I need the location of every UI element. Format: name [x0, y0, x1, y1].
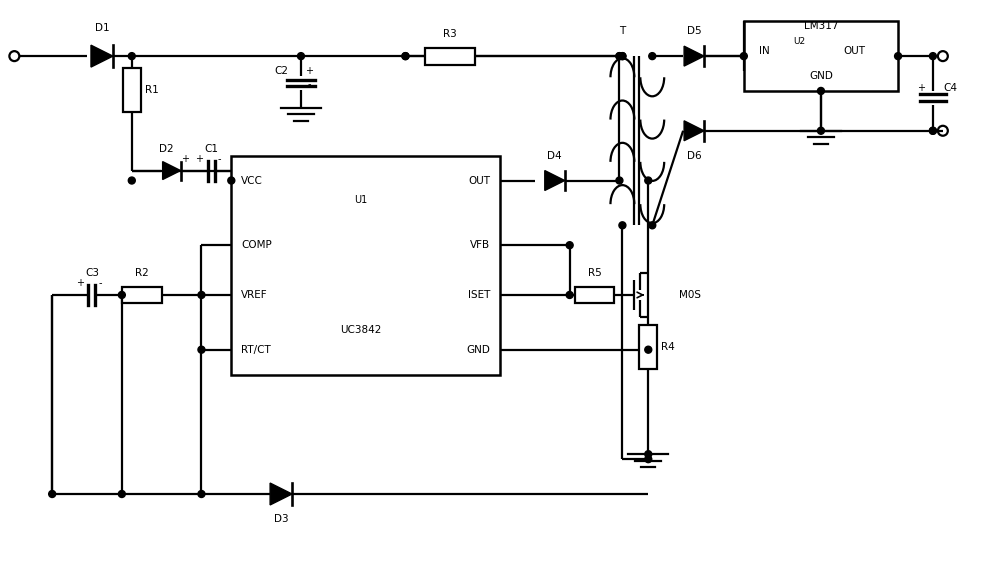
Text: U1: U1 — [354, 196, 367, 205]
Text: RT/CT: RT/CT — [241, 344, 271, 355]
Polygon shape — [270, 483, 292, 505]
Circle shape — [616, 53, 623, 60]
Text: VREF: VREF — [241, 290, 268, 300]
Text: VFB: VFB — [470, 240, 490, 250]
Circle shape — [619, 222, 626, 229]
Text: R3: R3 — [443, 29, 457, 39]
Bar — [123, 68, 141, 112]
Circle shape — [128, 53, 135, 60]
Circle shape — [49, 490, 56, 497]
Circle shape — [402, 53, 409, 60]
Circle shape — [649, 222, 656, 229]
Circle shape — [817, 87, 824, 94]
Circle shape — [198, 292, 205, 298]
Circle shape — [297, 53, 304, 60]
Bar — [231, 156, 500, 374]
Text: -: - — [98, 278, 102, 288]
Text: OUT: OUT — [843, 46, 865, 56]
Circle shape — [649, 53, 656, 60]
Text: GND: GND — [809, 71, 833, 81]
Circle shape — [645, 455, 652, 463]
Text: +: + — [917, 83, 925, 93]
Polygon shape — [684, 46, 704, 66]
Circle shape — [228, 177, 235, 184]
Text: -: - — [919, 96, 923, 106]
Text: C2: C2 — [274, 66, 288, 76]
Text: C4: C4 — [944, 83, 958, 93]
Text: IN: IN — [759, 46, 769, 56]
Polygon shape — [91, 45, 113, 67]
Text: +: + — [76, 278, 84, 288]
Text: D1: D1 — [95, 23, 109, 33]
Bar — [575, 287, 614, 303]
Text: -: - — [218, 154, 221, 164]
Circle shape — [817, 127, 824, 134]
Text: R5: R5 — [588, 268, 601, 278]
Polygon shape — [163, 162, 181, 179]
Polygon shape — [684, 121, 704, 141]
Text: LM317: LM317 — [804, 21, 838, 31]
Circle shape — [895, 53, 902, 60]
Circle shape — [929, 127, 936, 134]
Bar — [425, 48, 475, 64]
Text: C3: C3 — [85, 268, 99, 278]
Text: UC3842: UC3842 — [340, 325, 381, 335]
Circle shape — [118, 490, 125, 497]
Text: D2: D2 — [159, 144, 174, 154]
Circle shape — [198, 490, 205, 497]
Text: VCC: VCC — [241, 175, 263, 186]
Bar — [122, 287, 162, 303]
Text: C1: C1 — [204, 144, 218, 154]
Circle shape — [616, 177, 623, 184]
Text: U2: U2 — [794, 37, 806, 45]
Circle shape — [118, 292, 125, 298]
Text: R1: R1 — [145, 85, 159, 95]
Polygon shape — [545, 171, 565, 190]
Text: -: - — [307, 79, 311, 89]
Circle shape — [128, 177, 135, 184]
Text: R4: R4 — [661, 342, 675, 352]
Text: D6: D6 — [687, 151, 701, 160]
Circle shape — [645, 346, 652, 353]
Circle shape — [402, 53, 409, 60]
Text: D3: D3 — [274, 514, 288, 524]
Circle shape — [645, 177, 652, 184]
Text: R2: R2 — [135, 268, 149, 278]
Circle shape — [929, 53, 936, 60]
Text: COMP: COMP — [241, 240, 272, 250]
Text: +: + — [181, 154, 189, 164]
Circle shape — [616, 53, 623, 60]
Circle shape — [740, 53, 747, 60]
Text: T: T — [619, 26, 626, 36]
Text: D4: D4 — [547, 151, 562, 160]
Bar — [639, 325, 657, 369]
Circle shape — [566, 292, 573, 298]
Circle shape — [619, 53, 626, 60]
Text: GND: GND — [466, 344, 490, 355]
Text: +: + — [305, 66, 313, 76]
Text: ISET: ISET — [468, 290, 490, 300]
Circle shape — [929, 127, 936, 134]
Circle shape — [619, 53, 626, 60]
Circle shape — [198, 346, 205, 353]
Circle shape — [645, 451, 652, 458]
Text: +: + — [195, 154, 203, 164]
Bar — [744, 21, 898, 91]
Circle shape — [566, 242, 573, 249]
Text: OUT: OUT — [468, 175, 490, 186]
Text: D5: D5 — [687, 26, 701, 36]
Text: M0S: M0S — [679, 290, 701, 300]
